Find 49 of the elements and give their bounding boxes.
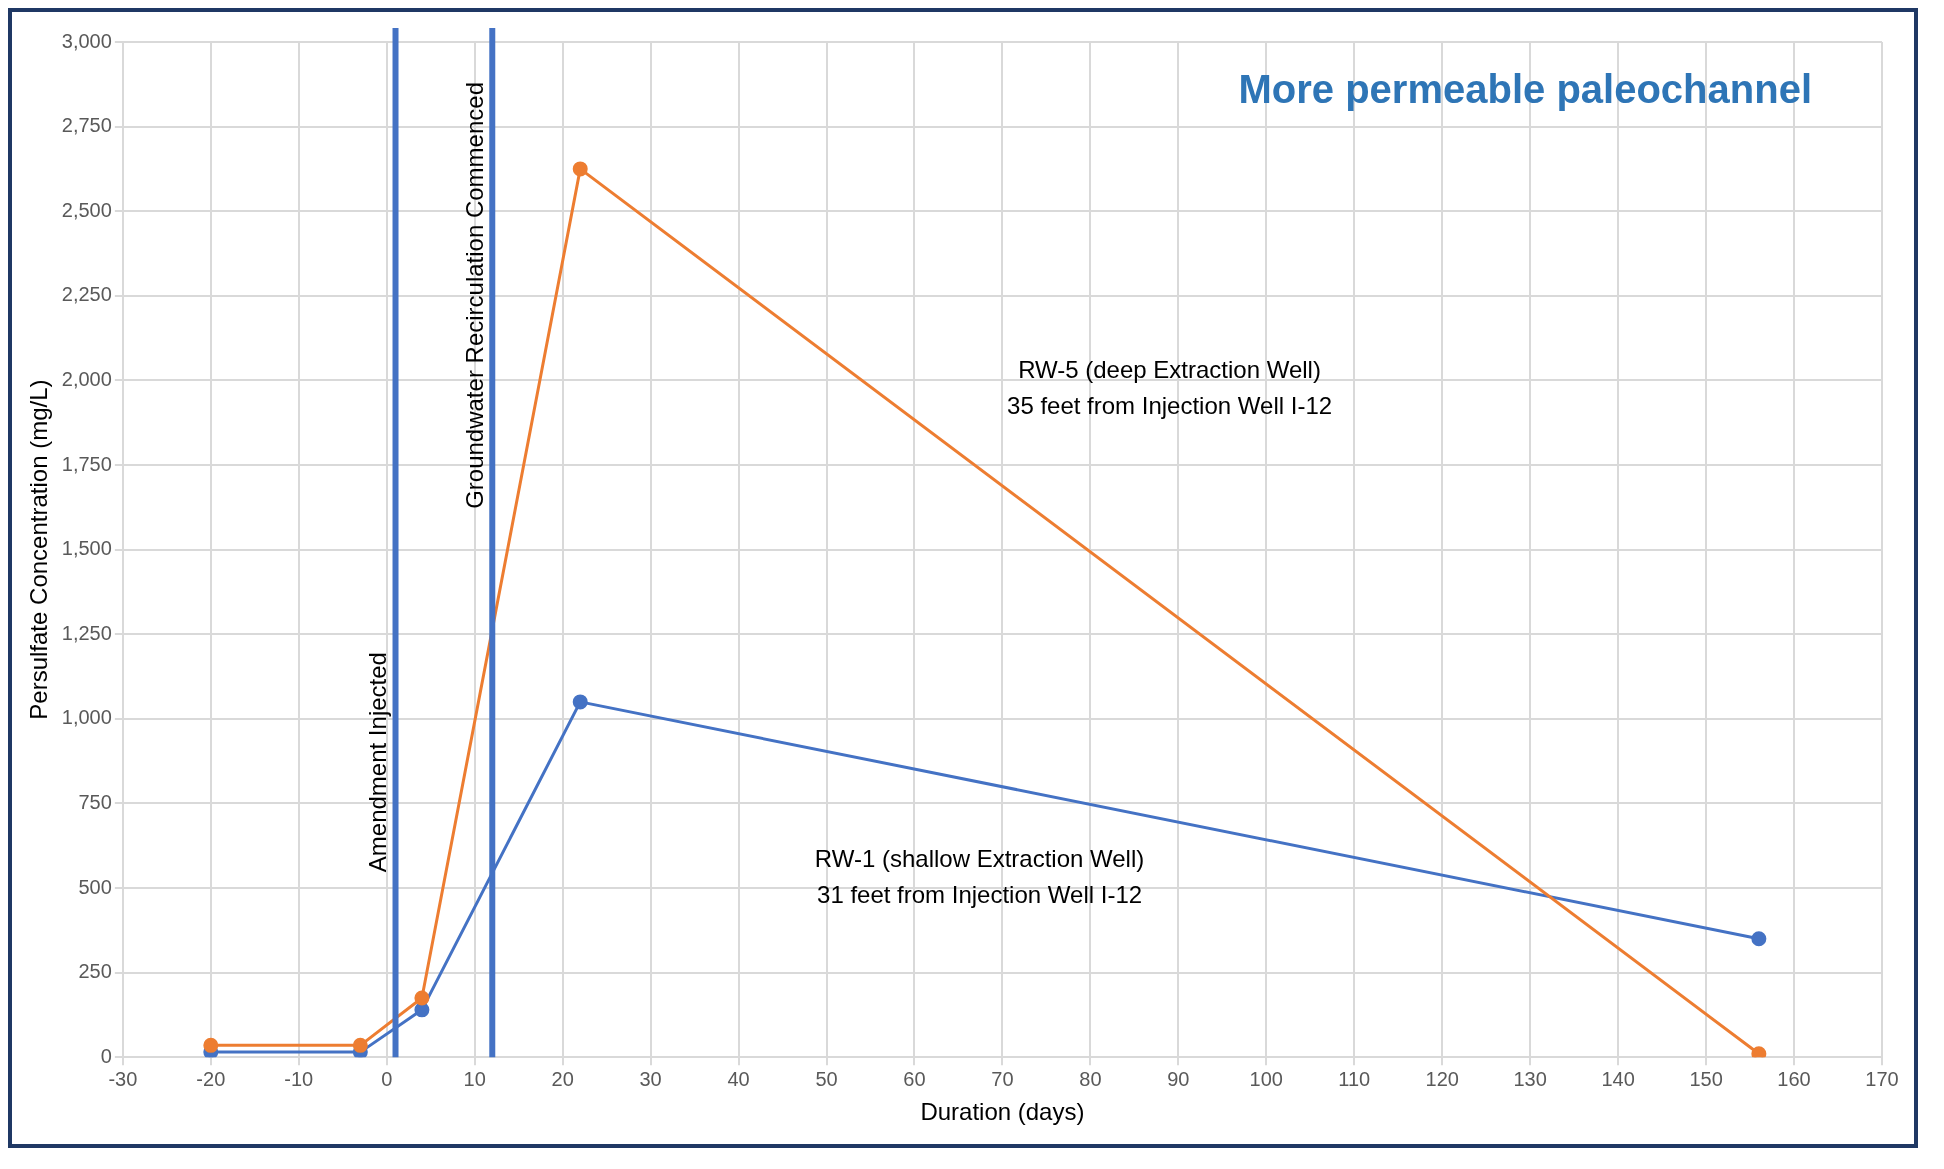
x-tick-label: 10 (463, 1067, 486, 1090)
x-tick-label: 30 (639, 1067, 662, 1090)
point (352, 1037, 368, 1053)
x-tick-label: 60 (903, 1067, 926, 1090)
point (203, 1037, 219, 1053)
x-tick-label: -10 (284, 1067, 314, 1090)
x-tick-label: 0 (381, 1067, 393, 1090)
point (572, 694, 588, 710)
x-tick-label: 90 (1167, 1067, 1190, 1090)
y-tick-label: 250 (78, 960, 112, 983)
point (414, 1002, 430, 1018)
y-tick-label: 1,500 (61, 537, 112, 560)
ref-line-label: Amendment Injected (364, 652, 392, 873)
x-tick-label: 120 (1425, 1067, 1459, 1090)
point (572, 161, 588, 177)
y-tick-label: 2,500 (61, 198, 112, 221)
x-tick-label: 160 (1777, 1067, 1811, 1090)
x-tick-label: 100 (1249, 1067, 1283, 1090)
ref-line-label: Groundwater Recirculation Commenced (460, 82, 488, 509)
y-tick-label: 500 (78, 875, 112, 898)
point (414, 990, 430, 1006)
y-tick-label: 2,000 (61, 367, 112, 390)
text: More permeable paleochannel (1238, 67, 1812, 112)
y-tick-label: 750 (78, 790, 112, 813)
x-tick-label: 110 (1338, 1067, 1371, 1090)
text: RW-5 (deep Extraction Well) 35 feet from Injection Well I-12 (1007, 355, 1333, 419)
x-tick-label: 80 (1079, 1067, 1102, 1090)
x-tick-label: 170 (1865, 1067, 1899, 1090)
x-tick-label: -30 (108, 1067, 138, 1090)
point (1751, 1046, 1767, 1058)
x-tick-label: 150 (1689, 1067, 1723, 1090)
x-tick-label: 140 (1601, 1067, 1635, 1090)
x-axis-title: Duration (days) (920, 1098, 1085, 1126)
x-tick-label: 20 (551, 1067, 574, 1090)
y-tick-label: 2,250 (61, 283, 112, 306)
x-tick-label: 130 (1513, 1067, 1547, 1090)
x-tick-label: 40 (727, 1067, 750, 1090)
x-tick-label: 50 (815, 1067, 838, 1090)
y-tick-label: 1,750 (61, 452, 112, 475)
y-tick-label: 0 (100, 1044, 112, 1067)
point (1751, 931, 1767, 947)
x-tick-label: -20 (196, 1067, 226, 1090)
y-tick-label: 2,750 (61, 114, 112, 137)
y-tick-label: 3,000 (61, 29, 112, 52)
y-tick-label: 1,000 (61, 706, 112, 729)
y-tick-label: 1,250 (61, 621, 112, 644)
y-axis-title: Persulfate Concentration (mg/L) (25, 379, 53, 720)
series-label: RW-1 (shallow Extraction Well) 31 feet from Injection Well I-12 (814, 844, 1145, 908)
x-tick-label: 70 (991, 1067, 1014, 1090)
